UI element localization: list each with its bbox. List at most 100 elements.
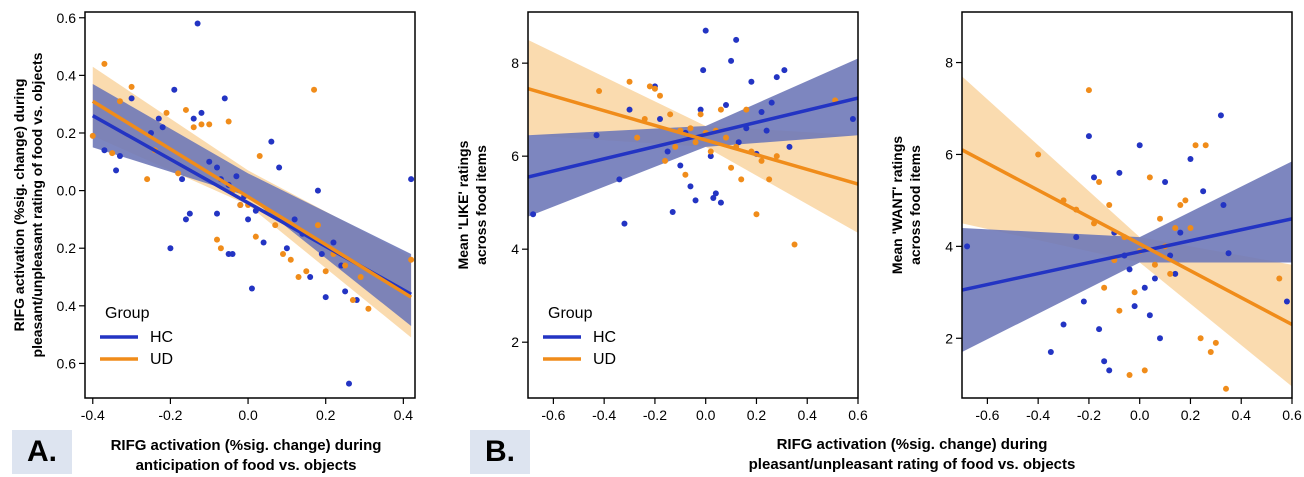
data-point-hc xyxy=(268,138,275,145)
data-point-hc xyxy=(1146,312,1153,319)
data-point-hc xyxy=(1091,174,1097,181)
data-point-hc xyxy=(159,124,166,131)
x-axis-label-b: RIFG activation (%sig. change) during xyxy=(777,436,1048,453)
data-point-hc xyxy=(283,245,290,252)
data-point-hc xyxy=(182,216,189,223)
data-point-ud xyxy=(175,170,182,177)
data-point-hc xyxy=(314,187,321,194)
data-point-hc xyxy=(768,99,775,106)
data-point-ud xyxy=(342,262,349,269)
x-tick-label: 0.0 xyxy=(238,407,258,423)
data-point-ud xyxy=(198,121,205,128)
data-point-hc xyxy=(1136,142,1143,149)
data-point-hc xyxy=(758,108,765,115)
data-point-hc xyxy=(710,195,717,202)
x-tick-label: 0.6 xyxy=(848,407,868,423)
data-point-hc xyxy=(781,67,788,74)
legend-label-ud: UD xyxy=(150,351,173,368)
data-point-ud xyxy=(295,274,302,281)
x-axis-label: RIFG activation (%sig. change) during xyxy=(111,437,382,454)
data-point-hc xyxy=(657,115,663,122)
x-tick-label: -0.6 xyxy=(975,407,999,423)
data-point-ud xyxy=(349,297,356,304)
data-point-hc xyxy=(198,109,205,116)
y-tick-label: 0.6 xyxy=(57,355,77,371)
data-point-ud xyxy=(101,60,108,67)
data-point-hc xyxy=(1073,234,1080,241)
data-point-ud xyxy=(408,256,415,263)
data-point-hc xyxy=(1157,335,1163,342)
y-tick-label: 0.6 xyxy=(57,10,77,26)
data-point-hc xyxy=(728,57,735,64)
data-point-ud xyxy=(182,106,189,113)
y-tick-label: 6 xyxy=(511,148,519,164)
data-point-hc xyxy=(1172,270,1179,277)
data-point-hc xyxy=(593,132,600,139)
fit-line-hc xyxy=(962,217,1292,292)
legend-label-hc: HC xyxy=(593,329,616,346)
data-point-ud xyxy=(1141,367,1148,374)
data-point-ud xyxy=(190,124,197,131)
data-point-ud xyxy=(144,176,151,183)
data-point-hc xyxy=(116,153,123,160)
x-tick-label: 0.0 xyxy=(696,407,716,423)
y-tick-label: 0.4 xyxy=(57,67,77,83)
data-point-ud xyxy=(256,153,263,160)
data-point-ud xyxy=(753,211,760,218)
data-point-hc xyxy=(206,158,213,165)
data-point-ud xyxy=(1212,339,1219,346)
y-axis-label: across food items xyxy=(907,145,923,265)
y-tick-label: 6 xyxy=(945,146,953,162)
data-point-hc xyxy=(194,20,201,27)
x-tick-label: -0.2 xyxy=(158,407,182,423)
data-point-ud xyxy=(646,83,653,90)
data-point-hc xyxy=(733,36,740,43)
data-point-ud xyxy=(322,268,329,275)
data-point-hc xyxy=(723,102,729,109)
plot-frame xyxy=(961,11,1293,399)
data-point-ud xyxy=(1207,349,1214,356)
data-point-hc xyxy=(1085,133,1092,140)
data-point-ud xyxy=(1187,224,1194,231)
data-point-hc xyxy=(702,27,709,34)
data-point-ud xyxy=(1182,197,1189,204)
data-point-ud xyxy=(1146,174,1153,181)
data-point-hc xyxy=(773,74,780,81)
data-point-ud xyxy=(109,150,116,157)
data-point-ud xyxy=(738,176,745,183)
data-point-ud xyxy=(1197,335,1204,342)
data-point-ud xyxy=(743,106,750,113)
data-point-ud xyxy=(1035,151,1042,158)
data-point-hc xyxy=(1047,349,1054,356)
data-point-ud xyxy=(1085,87,1092,94)
data-point-hc xyxy=(318,250,325,257)
data-point-hc xyxy=(712,190,719,197)
data-point-hc xyxy=(291,216,298,223)
plot-area xyxy=(528,27,858,248)
data-point-hc xyxy=(190,115,197,122)
data-point-hc xyxy=(763,127,770,134)
data-point-ud xyxy=(280,250,286,257)
data-point-hc xyxy=(186,210,193,217)
data-point-ud xyxy=(1116,307,1123,314)
plot-panel-1: -0.4 -0.2 0.0 0.2 0.4 0.6 0.4 0.2 0.0 0.2 0.4 0.6 RI… xyxy=(11,10,416,474)
data-point-hc xyxy=(330,239,337,246)
data-point-hc xyxy=(735,139,742,146)
data-point-hc xyxy=(717,199,724,206)
y-tick-label: 0.4 xyxy=(57,298,77,314)
x-tick-label: 0.6 xyxy=(1282,407,1302,423)
plot-area xyxy=(89,20,415,387)
data-point-ud xyxy=(214,236,220,243)
data-point-hc xyxy=(849,115,856,122)
data-point-hc xyxy=(101,147,108,154)
data-point-hc xyxy=(1116,169,1123,176)
data-point-hc xyxy=(697,106,704,113)
data-point-hc xyxy=(179,176,186,183)
data-point-hc xyxy=(669,208,676,215)
data-point-hc xyxy=(408,176,415,183)
data-point-hc xyxy=(1060,321,1067,328)
data-point-ud xyxy=(682,171,689,178)
plot-panel-2: -0.6 -0.4 -0.2 0.0 0.2 0.4 0.6 2 4 6 8 Mean 'LIKE' … xyxy=(455,11,868,423)
data-point-ud xyxy=(791,241,798,248)
data-point-hc xyxy=(1187,156,1194,163)
